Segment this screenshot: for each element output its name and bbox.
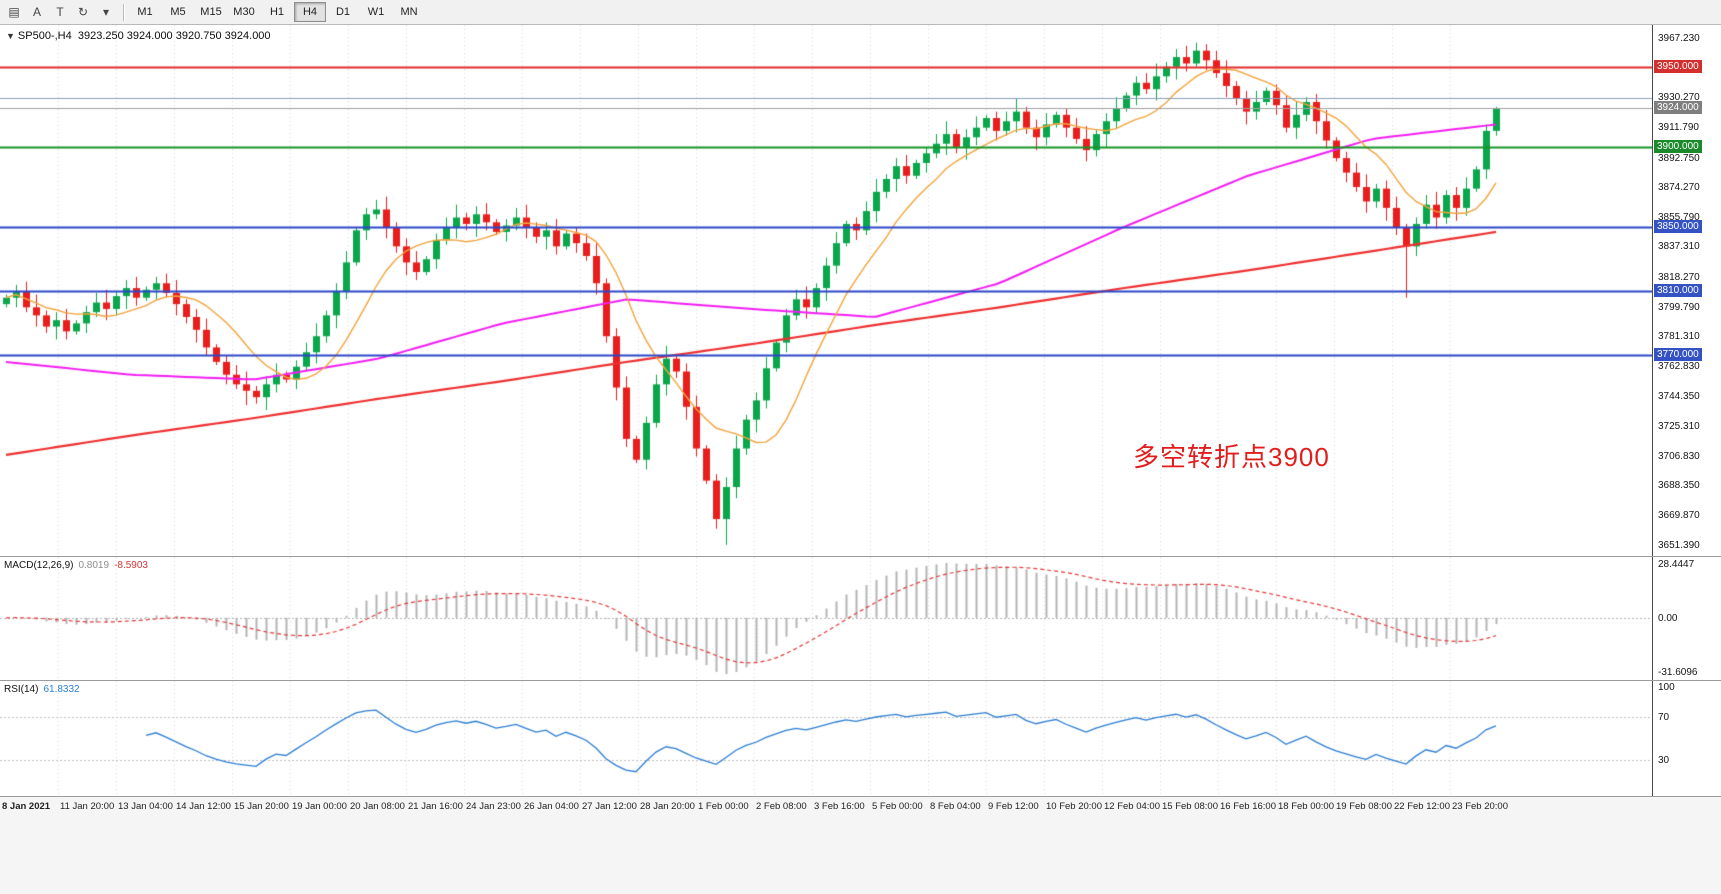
price-axis-tick: 3688.350 (1658, 480, 1700, 492)
price-axis-tick: 3762.830 (1658, 360, 1700, 372)
price-axis-tick: 3892.750 (1658, 152, 1700, 164)
macd-name: MACD(12,26,9) (4, 560, 74, 571)
time-axis-label: 21 Jan 16:00 (408, 801, 463, 812)
price-axis-tick: 3781.310 (1658, 331, 1700, 343)
macd-signal-value: -8.5903 (114, 560, 148, 571)
chart-caption: ▼ SP500-,H4 3923.250 3924.000 3920.750 39… (6, 30, 271, 42)
price-axis-tick: 3874.270 (1658, 182, 1700, 194)
current-price-badge: 3924.000 (1654, 101, 1702, 115)
rsi-axis-100: 100 (1658, 682, 1675, 693)
symbol-dropdown-icon[interactable]: ▼ (6, 31, 15, 41)
price-axis-tick: 3855.790 (1658, 211, 1700, 223)
time-axis-label: 12 Feb 04:00 (1104, 801, 1160, 812)
text-tool-icon[interactable]: T (56, 5, 64, 19)
price-axis-tick: 3706.830 (1658, 450, 1700, 462)
price-axis-tick: 3818.270 (1658, 272, 1700, 284)
time-axis-label: 16 Feb 16:00 (1220, 801, 1276, 812)
macd-rsi-splitter[interactable] (0, 680, 1721, 681)
time-axis-label: 24 Jan 23:00 (466, 801, 521, 812)
time-axis-label: 27 Jan 12:00 (582, 801, 637, 812)
macd-axis-max: 28.4447 (1658, 559, 1695, 570)
price-level-badge: 3900.000 (1654, 139, 1702, 153)
macd-main-value: 0.8019 (78, 560, 110, 571)
price-axis-tick: 3744.350 (1658, 390, 1700, 402)
rsi-name: RSI(14) (4, 684, 39, 695)
price-axis-tick: 3911.790 (1658, 122, 1699, 133)
ohlc-values: 3923.250 3924.000 3920.750 3924.000 (77, 30, 271, 42)
time-axis-label: 28 Jan 20:00 (640, 801, 695, 812)
timeframe-button-mn[interactable]: MN (400, 6, 418, 18)
time-axis-label: 11 Jan 20:00 (60, 801, 115, 812)
annotation-letter-icon[interactable]: A (32, 5, 41, 19)
price-level-badge: 3810.000 (1654, 284, 1702, 298)
timeframe-button-m1[interactable]: M1 (137, 6, 153, 18)
rsi-label: RSI(14) 61.8332 (4, 684, 80, 695)
symbol-name: SP500-,H4 (17, 30, 72, 42)
price-axis-tick: 3799.790 (1658, 301, 1700, 313)
time-axis-label: 9 Feb 12:00 (988, 801, 1039, 812)
toolbar: ▤ A T ↻ ▾ M1 M5 M15 M30 H1 H4 D1 W1 MN (0, 0, 1721, 25)
timeframe-button-w1[interactable]: W1 (367, 6, 385, 18)
time-axis-label: 19 Jan 00:00 (292, 801, 347, 812)
rsi-timeaxis-splitter[interactable] (0, 796, 1721, 797)
timeframe-button-m30[interactable]: M30 (233, 6, 255, 18)
time-axis-label: 18 Feb 00:00 (1278, 801, 1334, 812)
chart-macd-splitter[interactable] (0, 556, 1721, 557)
time-axis-label: 26 Jan 04:00 (524, 801, 579, 812)
price-level-badge: 3950.000 (1654, 59, 1702, 73)
timeframe-button-d1[interactable]: D1 (335, 6, 351, 18)
time-axis-label: 23 Feb 20:00 (1452, 801, 1508, 812)
rsi-canvas[interactable] (0, 681, 1652, 796)
price-axis-tick: 3930.270 (1658, 92, 1700, 104)
macd-axis-min: -31.6096 (1658, 667, 1698, 678)
time-axis-label: 8 Jan 2021 (2, 801, 51, 812)
time-axis-label: 8 Feb 04:00 (930, 801, 981, 812)
macd-label: MACD(12,26,9) 0.8019 -8.5903 (4, 560, 148, 571)
time-axis-label: 13 Jan 04:00 (118, 801, 173, 812)
price-axis-tick: 3837.310 (1658, 241, 1700, 253)
chart-annotation: 多空转折点3900 (1133, 442, 1330, 472)
dropdown-caret-icon[interactable]: ▾ (102, 5, 110, 19)
time-axis-label: 1 Feb 00:00 (698, 801, 749, 812)
time-axis-label: 5 Feb 00:00 (872, 801, 923, 812)
price-axis-tick: 3669.870 (1658, 510, 1700, 522)
rsi-value: 61.8332 (43, 684, 80, 695)
price-axis-tick: 3967.230 (1658, 33, 1700, 45)
timeframe-button-h4[interactable]: H4 (294, 2, 326, 22)
macd-canvas[interactable] (0, 557, 1652, 680)
macd-axis-zero: 0.00 (1658, 612, 1678, 624)
time-axis[interactable]: 8 Jan 2021 11 Jan 20:00 13 Jan 04:00 14 Jan… (0, 797, 1721, 894)
timeframe-button-m5[interactable]: M5 (170, 6, 186, 18)
price-level-badge: 3850.000 (1654, 220, 1702, 234)
time-axis-label: 14 Jan 12:00 (176, 801, 231, 812)
time-axis-label: 3 Feb 16:00 (814, 801, 865, 812)
chart-windows-icon[interactable]: ▤ (8, 5, 20, 19)
price-chart-canvas[interactable] (0, 25, 1652, 556)
time-axis-label: 10 Feb 20:00 (1046, 801, 1102, 812)
time-axis-label: 22 Feb 12:00 (1394, 801, 1450, 812)
toolbar-separator (123, 3, 124, 21)
price-axis[interactable]: 3967.230 3930.270 3911.790 3892.750 3874.270… (1652, 25, 1721, 797)
rsi-axis-70: 70 (1658, 712, 1670, 724)
price-axis-tick: 3651.390 (1658, 539, 1700, 551)
auto-refresh-icon[interactable]: ↻ (77, 5, 89, 19)
time-axis-label: 19 Feb 08:00 (1336, 801, 1392, 812)
price-axis-tick: 3725.310 (1658, 421, 1700, 433)
rsi-axis-30: 30 (1658, 754, 1670, 766)
timeframe-button-m15[interactable]: M15 (200, 6, 222, 18)
time-axis-label: 20 Jan 08:00 (350, 801, 405, 812)
time-axis-label: 15 Jan 20:00 (234, 801, 289, 812)
timeframe-button-h1[interactable]: H1 (269, 6, 285, 18)
time-axis-label: 15 Feb 08:00 (1162, 801, 1218, 812)
price-level-badge: 3770.000 (1654, 348, 1702, 362)
time-axis-label: 2 Feb 08:00 (756, 801, 807, 812)
